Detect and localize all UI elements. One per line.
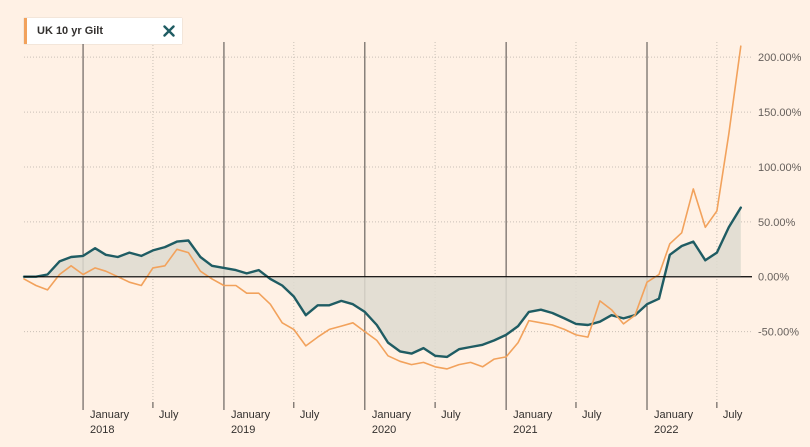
x-tick-month-label: January <box>513 409 553 421</box>
x-axis-ticks: January 2018 January 2019 January 2020 January… <box>90 409 743 436</box>
y-tick-label: 100.00% <box>758 162 802 174</box>
x-tick-month-label: January <box>372 409 412 421</box>
legend-swatch <box>24 18 27 44</box>
x-tick-month-label: July <box>159 409 179 421</box>
y-tick-label: 0.00% <box>758 272 789 284</box>
x-tick-year-label: 2020 <box>372 424 396 436</box>
series-area-fill <box>24 207 741 357</box>
y-tick-label: 150.00% <box>758 107 802 119</box>
chart-grid <box>24 42 752 410</box>
x-tick-year-label: 2022 <box>654 424 678 436</box>
y-axis-ticks: 200.00% 150.00% 100.00% 50.00% 0.00% -50.00% <box>758 52 802 338</box>
series-line-orange <box>23 45 742 370</box>
x-tick-month-label: January <box>654 409 694 421</box>
y-tick-label: -50.00% <box>758 327 799 339</box>
series-lines <box>22 45 752 370</box>
x-tick-year-label: 2021 <box>513 424 537 436</box>
y-tick-label: 200.00% <box>758 52 802 64</box>
close-x-icon[interactable] <box>156 18 182 44</box>
x-tick-month-label: July <box>441 409 461 421</box>
x-tick-month-label: January <box>90 409 130 421</box>
legend-label: UK 10 yr Gilt <box>37 25 104 37</box>
y-tick-label: 50.00% <box>758 217 796 229</box>
series-line-teal <box>22 206 742 359</box>
area-fill-layer <box>24 207 741 357</box>
x-tick-year-label: 2018 <box>90 424 114 436</box>
x-tick-month-label: January <box>231 409 271 421</box>
x-tick-month-label: July <box>723 409 743 421</box>
x-tick-month-label: July <box>582 409 602 421</box>
x-tick-month-label: July <box>300 409 320 421</box>
legend-chip[interactable]: UK 10 yr Gilt <box>24 18 182 44</box>
x-tick-year-label: 2019 <box>231 424 255 436</box>
